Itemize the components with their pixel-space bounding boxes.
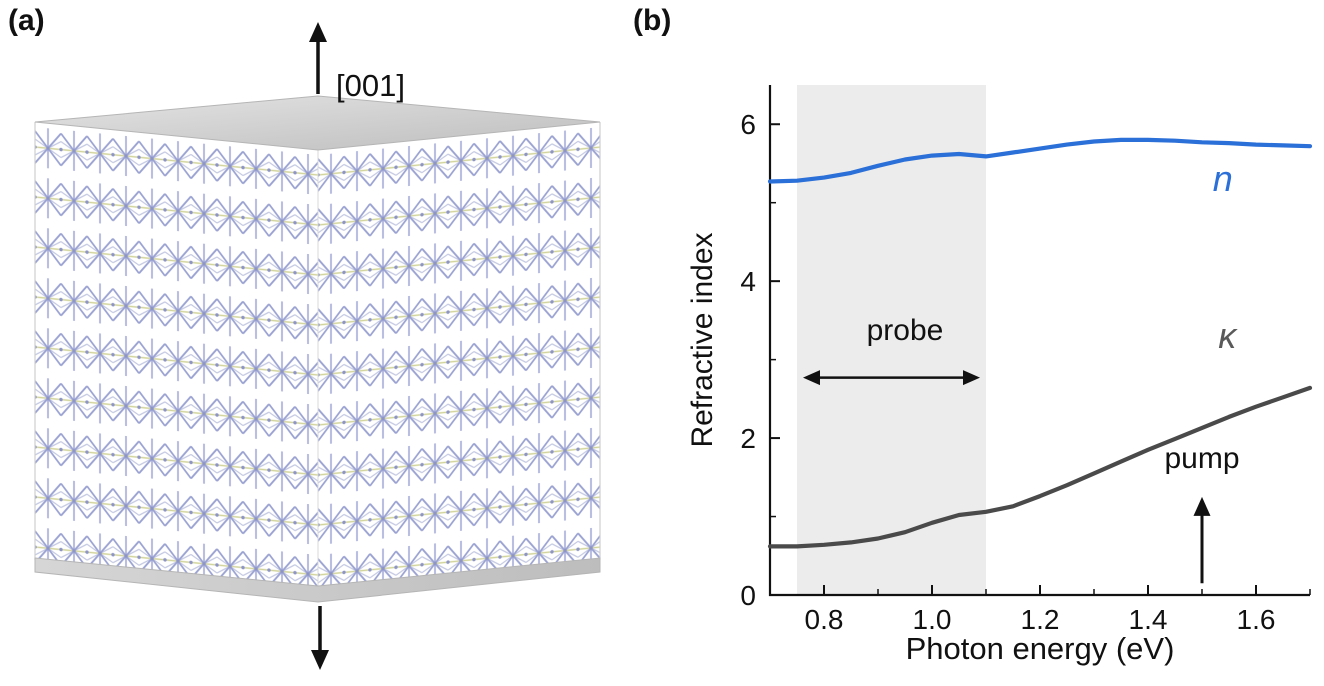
y-axis-title: Refractive index <box>686 232 719 448</box>
crystal-structure <box>34 22 601 670</box>
refractive-index-chart: 0.8 1.0 1.2 1.4 1.6 0 2 4 6 n κ probe pump <box>740 85 1313 635</box>
crystal-left-face <box>35 122 318 588</box>
x-axis-title: Photon energy (eV) <box>905 631 1175 666</box>
y-tick-label: 0 <box>740 580 756 611</box>
crystal-right-face <box>318 122 600 588</box>
crystal-bottom-face <box>34 557 601 603</box>
x-tick-label: 1.0 <box>913 604 952 635</box>
arrow-down-head <box>311 650 329 670</box>
arrow-up-head <box>309 22 327 42</box>
curve-label-n: n <box>1213 158 1233 199</box>
pump-label: pump <box>1164 442 1239 475</box>
probe-label: probe <box>867 314 944 347</box>
crystal-axis-label: [001] <box>336 68 405 103</box>
x-tick-label: 1.4 <box>1129 604 1168 635</box>
panel-b-label: (b) <box>633 4 672 37</box>
probe-band <box>797 85 986 595</box>
curve-label-kappa: κ <box>1218 315 1238 356</box>
x-tick-label: 1.6 <box>1237 604 1276 635</box>
curve-n <box>767 137 1313 184</box>
y-tick-label: 4 <box>740 266 756 297</box>
pump-arrow-head <box>1193 496 1211 516</box>
crystal-top-face <box>34 95 601 151</box>
y-tick-label: 6 <box>740 109 756 140</box>
y-tick-label: 2 <box>740 423 756 454</box>
x-tick-label: 0.8 <box>805 604 844 635</box>
x-tick-label: 1.2 <box>1021 604 1060 635</box>
panel-a-label: (a) <box>8 4 45 37</box>
probe-arrow-left-head <box>803 370 820 386</box>
curve-kappa <box>767 385 1313 549</box>
probe-arrow-right-head <box>963 370 980 386</box>
